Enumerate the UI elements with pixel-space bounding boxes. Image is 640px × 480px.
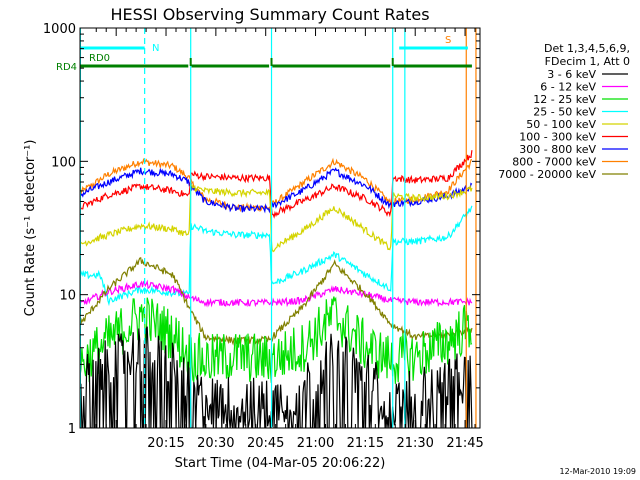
x-tick-label: 21:15 xyxy=(347,436,384,451)
x-axis-label: Start Time (04-Mar-05 20:06:22) xyxy=(175,456,386,471)
legend-entry-label: 25 - 50 keV xyxy=(533,106,596,119)
legend-entry-label: 12 - 25 keV xyxy=(533,93,596,106)
x-tick-label: 21:30 xyxy=(396,436,433,451)
y-tick-label: 100 xyxy=(51,155,76,170)
y-tick-label: 1000 xyxy=(43,22,76,37)
x-tick-label: 20:30 xyxy=(197,436,234,451)
legend-entry-label: 7000 - 20000 keV xyxy=(498,168,596,181)
legend-header-line-2: FDecim 1, Att 0 xyxy=(545,55,630,68)
flag-label-rd4: RD4 xyxy=(56,62,77,73)
series-line xyxy=(80,326,473,428)
flag-label-n: N xyxy=(152,43,159,54)
plot-area xyxy=(80,28,477,428)
y-tick-label: 1 xyxy=(68,422,76,437)
legend-entry-label: 100 - 300 keV xyxy=(519,131,596,144)
series-line xyxy=(80,157,473,213)
x-tick-label: 20:15 xyxy=(147,436,184,451)
x-tick-label: 21:00 xyxy=(297,436,334,451)
x-tick-label: 21:45 xyxy=(446,436,483,451)
legend-header-line-1: Det 1,3,4,5,6,9, xyxy=(544,42,630,55)
series-layer xyxy=(80,150,473,428)
legend-entry-label: 300 - 800 keV xyxy=(519,143,596,156)
legend-entry-label: 800 - 7000 keV xyxy=(512,156,596,169)
series-line xyxy=(80,296,473,384)
chart-title: HESSI Observing Summary Count Rates xyxy=(110,5,429,24)
legend-entry-label: 50 - 100 keV xyxy=(526,118,596,131)
vertical-lines-layer xyxy=(80,28,477,428)
series-line xyxy=(80,150,473,219)
y-axis: 1 10 100 1000 xyxy=(43,22,480,437)
series-line xyxy=(80,256,473,346)
flag-label-rd0: RD0 xyxy=(89,53,110,64)
flag-label-s: S xyxy=(445,35,451,46)
legend: Det 1,3,4,5,6,9, FDecim 1, Att 0 3 - 6 k… xyxy=(498,42,630,181)
plot-frame xyxy=(79,27,481,429)
flag-bars-layer xyxy=(80,46,472,68)
timestamp: 12-Mar-2010 19:09 xyxy=(560,467,637,476)
series-line xyxy=(80,205,473,307)
y-axis-label: Count Rate (s⁻¹ detector⁻¹) xyxy=(23,140,38,317)
y-tick-label: 10 xyxy=(59,289,76,304)
x-tick-label: 20:45 xyxy=(247,436,284,451)
series-line xyxy=(80,184,473,253)
legend-entry-label: 6 - 12 keV xyxy=(540,81,596,94)
series-line xyxy=(80,279,473,308)
legend-entry-label: 3 - 6 keV xyxy=(547,68,596,81)
x-axis: 20:15 20:30 20:45 21:00 21:15 21:30 21:45 xyxy=(95,28,484,451)
series-line xyxy=(80,167,473,214)
